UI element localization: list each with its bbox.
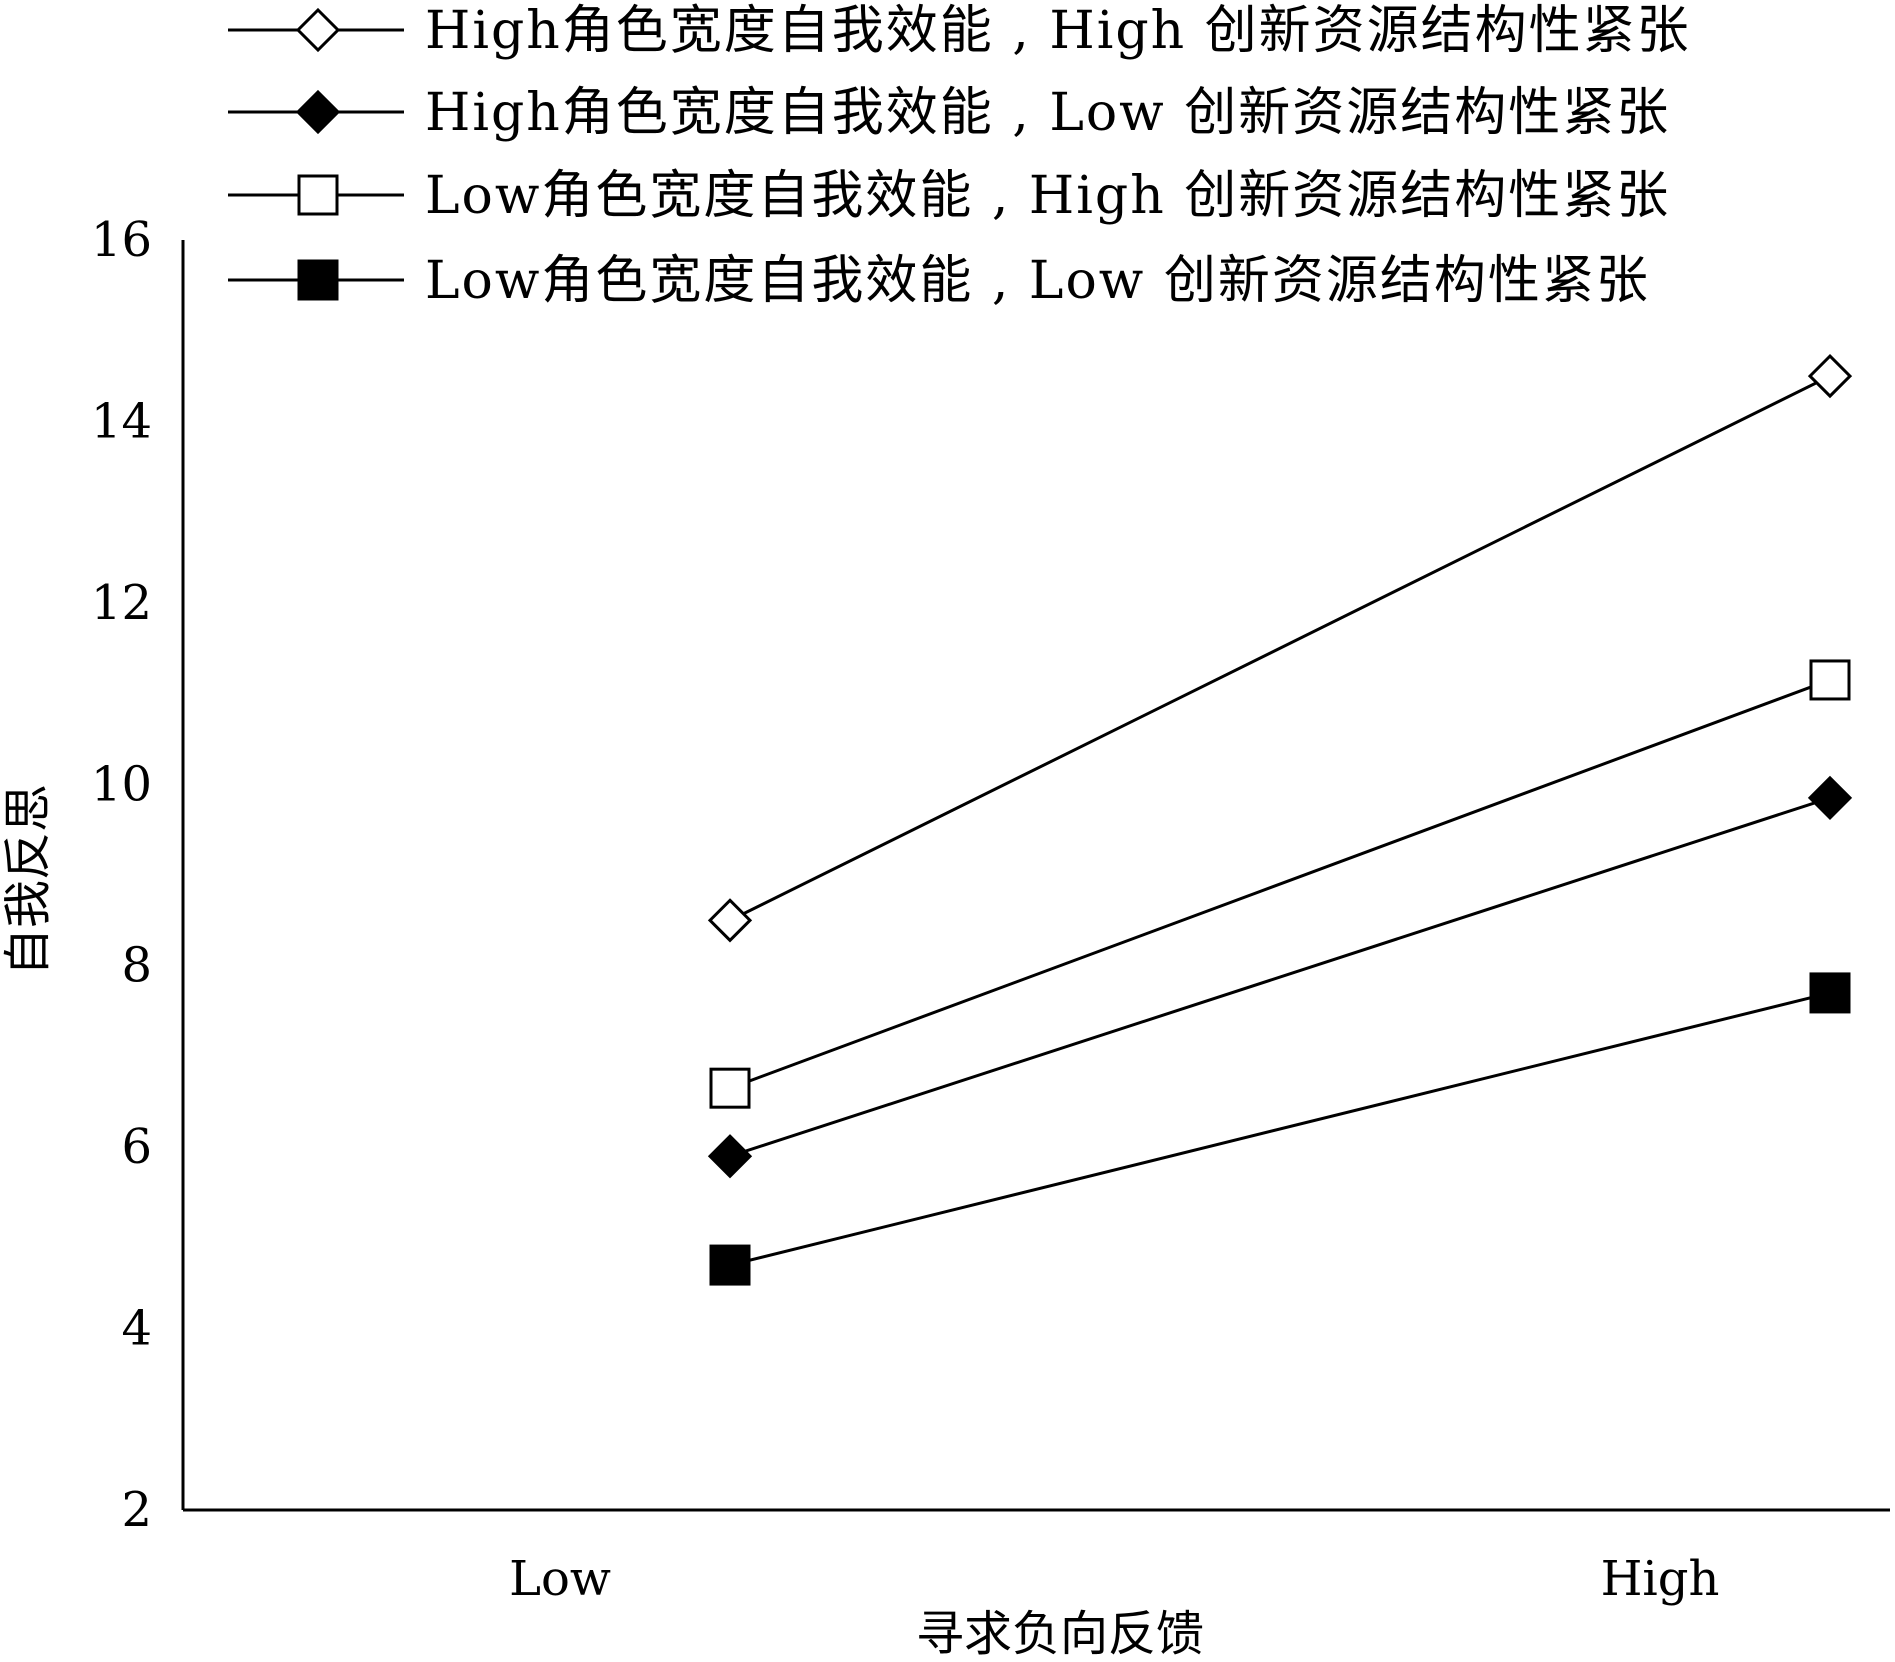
y-tick-label: 4 xyxy=(121,1301,152,1357)
data-point xyxy=(1809,972,1851,1014)
y-tick-label: 10 xyxy=(91,756,152,812)
legend-label: Low角色宽度自我效能 , High 创新资源结构性紧张 xyxy=(425,166,1670,226)
data-point xyxy=(1809,659,1851,701)
legend-item: High角色宽度自我效能 , High 创新资源结构性紧张 xyxy=(228,1,1691,61)
legend-label: Low角色宽度自我效能 , Low 创新资源结构性紧张 xyxy=(425,251,1650,311)
series-line xyxy=(729,374,1831,922)
y-tick-label: 12 xyxy=(91,575,152,631)
data-point xyxy=(707,1134,753,1179)
legend-item: High角色宽度自我效能 , Low 创新资源结构性紧张 xyxy=(228,83,1670,143)
series-line xyxy=(729,796,1831,1158)
data-point xyxy=(709,1067,751,1109)
series-line xyxy=(729,991,1831,1267)
y-tick-labels: 2 4 6 8 10 12 14 16 xyxy=(91,212,152,1538)
series-2 xyxy=(707,775,1853,1179)
y-tick-label: 6 xyxy=(121,1119,152,1175)
legend-marker xyxy=(297,259,339,301)
series-group xyxy=(707,353,1853,1286)
legend: High角色宽度自我效能 , High 创新资源结构性紧张 High角色宽度自我效… xyxy=(228,1,1691,311)
y-tick-label: 16 xyxy=(91,212,152,268)
y-tick-label: 2 xyxy=(121,1482,152,1538)
data-point xyxy=(707,898,753,943)
x-tick-label: Low xyxy=(509,1551,611,1607)
legend-label: High角色宽度自我效能 , Low 创新资源结构性紧张 xyxy=(425,83,1670,143)
series-line xyxy=(729,678,1831,1090)
legend-item: Low角色宽度自我效能 , High 创新资源结构性紧张 xyxy=(228,166,1670,226)
x-tick-labels: Low High xyxy=(509,1551,1719,1607)
series-3 xyxy=(709,659,1851,1109)
x-axis-title: 寻求负向反馈 xyxy=(916,1606,1204,1662)
legend-label: High角色宽度自我效能 , High 创新资源结构性紧张 xyxy=(425,1,1691,61)
series-1 xyxy=(707,353,1853,943)
data-point xyxy=(1807,353,1853,399)
y-axis-title: 自我反思 xyxy=(0,784,56,976)
x-tick-label: High xyxy=(1601,1551,1720,1607)
y-tick-label: 8 xyxy=(121,938,152,994)
data-point xyxy=(709,1244,751,1286)
data-point xyxy=(1807,775,1853,821)
legend-marker xyxy=(295,7,341,53)
legend-item: Low角色宽度自我效能 , Low 创新资源结构性紧张 xyxy=(228,251,1650,311)
y-tick-label: 14 xyxy=(91,393,152,449)
legend-marker xyxy=(295,89,341,135)
series-4 xyxy=(709,972,1851,1286)
legend-marker xyxy=(297,174,339,216)
axes xyxy=(181,240,1890,1512)
